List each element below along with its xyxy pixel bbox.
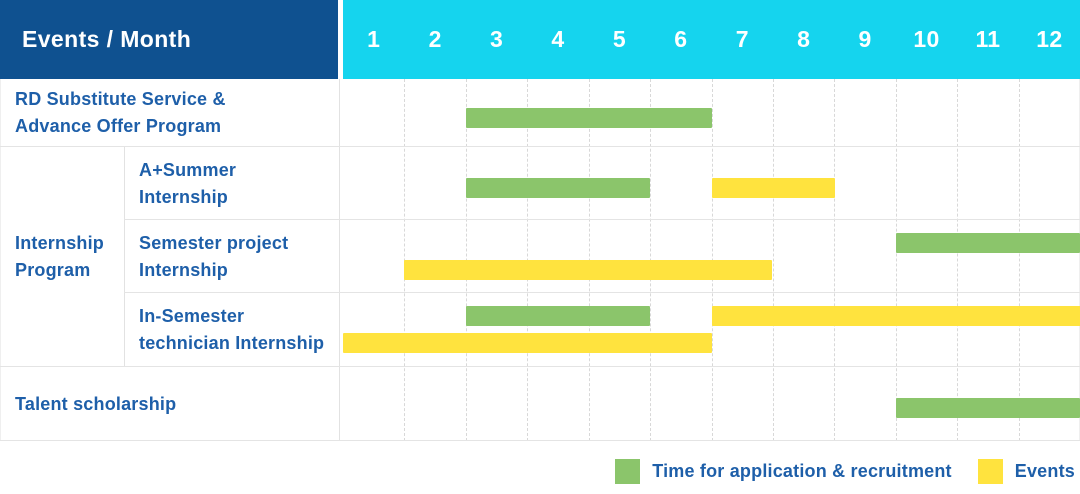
grid-hline [0, 366, 1080, 367]
gantt-bar-application-m3-m5 [466, 306, 650, 326]
row-label-2: Semester project Internship [124, 220, 340, 293]
gantt-bar-application-m10-m12 [896, 398, 1080, 418]
month-label-11: 11 [975, 26, 1001, 52]
month-label-9: 9 [858, 26, 872, 52]
row-label-line: Advance Offer Program [15, 116, 222, 136]
gantt-bar-application-m10-m12 [896, 233, 1080, 253]
row-label-3: In-Semester technician Internship [124, 293, 340, 367]
month-label-3: 3 [490, 26, 504, 52]
month-label-8: 8 [797, 26, 811, 52]
legend: Time for application & recruitment Event… [615, 457, 1075, 485]
row-label-line: technician Internship [139, 333, 325, 353]
month-label-7: 7 [735, 26, 749, 52]
grid-vline [773, 79, 774, 441]
row-label-0: RD Substitute Service & Advance Offer Pro… [0, 79, 340, 147]
row-label-line: Internship [139, 186, 229, 207]
gantt-bar-events-m1-m6 [343, 333, 712, 353]
grid-hline [0, 440, 1080, 441]
legend-label-events: Events [1014, 460, 1075, 481]
grid-vline [339, 79, 340, 441]
month-label-6: 6 [674, 26, 688, 52]
row-label-line: A+Summer [139, 159, 237, 180]
gantt-bar-events-m7-m8 [712, 178, 835, 198]
row-label-line: Program [15, 260, 91, 280]
header-events-month-cell: Events / Month [0, 0, 338, 79]
month-label-12: 12 [1036, 26, 1063, 52]
grid-hline [0, 146, 1080, 147]
grid-vline [957, 79, 958, 441]
row-label-line: RD Substitute Service & [15, 89, 226, 109]
grid-hline [124, 219, 1080, 220]
gantt-bar-events-m2-m7 [404, 260, 772, 280]
row-label-4: Talent scholarship [0, 367, 340, 441]
grid-hline [124, 292, 1080, 293]
gantt-bar-events-m7-m12 [712, 306, 1080, 326]
row-label-line: Internship [15, 233, 105, 253]
month-label-2: 2 [428, 26, 442, 52]
grid-vline [124, 147, 125, 367]
header-month-strip: 1 2 3 4 5 6 7 8 9 10 11 12 [343, 0, 1080, 79]
legend-label-application: Time for application & recruitment [652, 460, 952, 481]
month-label-10: 10 [913, 26, 940, 52]
grid-vline [1019, 79, 1020, 441]
month-label-5: 5 [612, 26, 626, 52]
grid-vline [896, 79, 897, 441]
row-label-line: Semester project [139, 232, 289, 253]
gantt-bar-application-m3-m5 [466, 178, 650, 198]
grid-vline [0, 79, 1, 441]
row-label-line: Talent scholarship [15, 393, 177, 414]
grid-vline [834, 79, 835, 441]
group-label-internship-program: Internship Program [0, 147, 124, 367]
month-label-4: 4 [551, 26, 565, 52]
month-label-1: 1 [367, 26, 381, 52]
header-events-month-label: Events / Month [22, 26, 192, 52]
row-label-1: A+Summer Internship [124, 147, 340, 220]
legend-swatch-application-green [615, 458, 641, 484]
row-label-line: In-Semester [139, 306, 245, 326]
legend-swatch-events-yellow [977, 458, 1003, 484]
gantt-bar-application-m3-m6 [466, 108, 712, 128]
row-label-line: Internship [139, 259, 229, 280]
